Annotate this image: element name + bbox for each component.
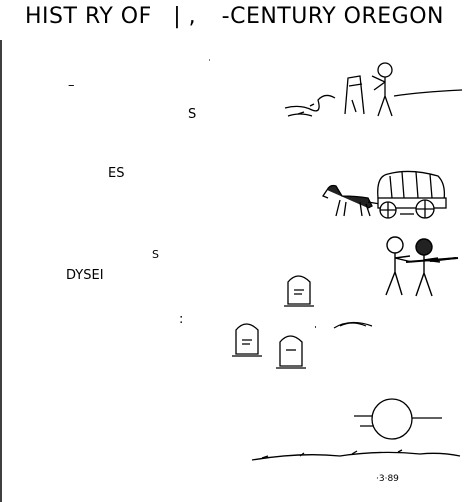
hill [333, 321, 373, 329]
text-fragment-es: ES [108, 166, 125, 181]
explorer-scene [284, 62, 463, 117]
text-fragment-dysei: DYSEI [66, 268, 104, 283]
sunset-scene [251, 398, 461, 461]
text-fragment-bracket: : [179, 312, 184, 327]
gravestones [232, 275, 314, 369]
title-part-century-oregon: -CENTURY OREGON [221, 4, 444, 29]
text-fragment-s: S [188, 107, 197, 122]
page-title: HIST RY OF | , -CENTURY OREGON [0, 4, 469, 29]
text-fragment-dash: – [68, 78, 75, 93]
title-part-century-digits: | , [173, 4, 197, 29]
covered-wagon-scene [322, 170, 447, 219]
artist-signature: ·3·89 [376, 474, 399, 484]
text-fragment-s2: S [152, 248, 159, 261]
hunters-scene [385, 236, 459, 297]
title-part-history: HIST RY OF [25, 4, 152, 29]
